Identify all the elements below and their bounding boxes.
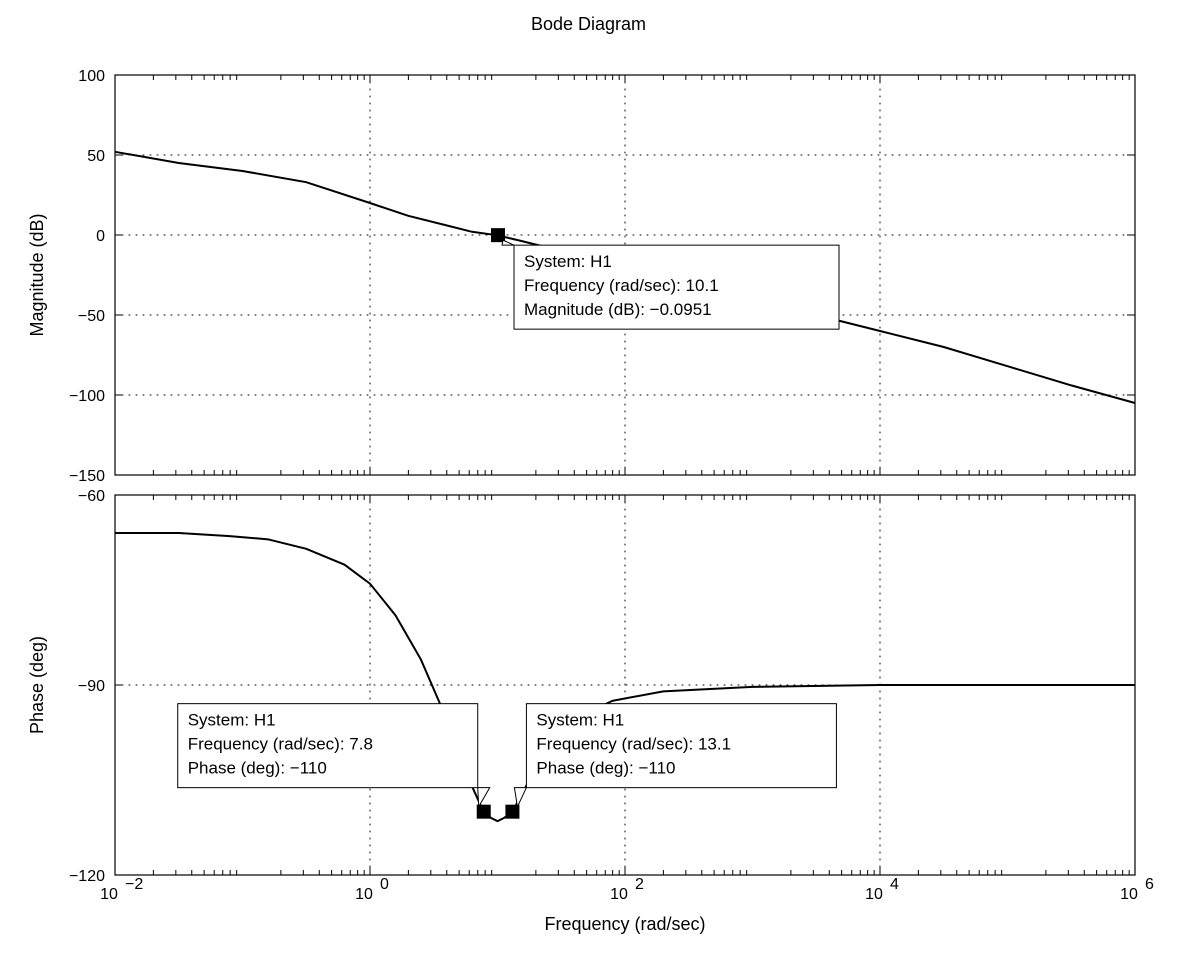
svg-text:−120: −120 (69, 868, 105, 885)
svg-text:−100: −100 (69, 388, 105, 405)
svg-text:4: 4 (890, 876, 899, 893)
svg-text:System: H1: System: H1 (524, 252, 612, 271)
svg-text:−50: −50 (78, 308, 105, 325)
svg-text:10: 10 (355, 886, 373, 903)
svg-text:Frequency (rad/sec): 10.1: Frequency (rad/sec): 10.1 (524, 276, 719, 295)
svg-text:−150: −150 (69, 468, 105, 485)
svg-text:2: 2 (635, 876, 644, 893)
svg-text:System: H1: System: H1 (536, 711, 624, 730)
svg-text:−2: −2 (125, 876, 143, 893)
svg-text:Frequency (rad/sec): 7.8: Frequency (rad/sec): 7.8 (188, 735, 373, 754)
svg-text:Phase (deg): Phase (deg) (27, 636, 47, 734)
svg-text:50: 50 (87, 148, 105, 165)
svg-text:10: 10 (865, 886, 883, 903)
svg-text:Frequency (rad/sec): 13.1: Frequency (rad/sec): 13.1 (536, 735, 731, 754)
svg-text:6: 6 (1145, 876, 1154, 893)
svg-text:Magnitude (dB): −0.0951: Magnitude (dB): −0.0951 (524, 300, 712, 319)
svg-text:System: H1: System: H1 (188, 711, 276, 730)
svg-text:0: 0 (96, 228, 105, 245)
svg-text:100: 100 (78, 68, 105, 85)
svg-text:Bode Diagram: Bode Diagram (531, 14, 646, 34)
bode-diagram-container: Bode Diagram−150−100−50050100Magnitude (… (0, 0, 1177, 964)
svg-text:10: 10 (610, 886, 628, 903)
svg-text:Phase (deg): −110: Phase (deg): −110 (536, 759, 675, 778)
svg-text:10: 10 (1120, 886, 1138, 903)
svg-text:−90: −90 (78, 678, 105, 695)
bode-svg: Bode Diagram−150−100−50050100Magnitude (… (0, 0, 1177, 964)
svg-text:−60: −60 (78, 488, 105, 505)
svg-text:Phase (deg): −110: Phase (deg): −110 (188, 759, 327, 778)
svg-text:10: 10 (100, 886, 118, 903)
svg-text:0: 0 (380, 876, 389, 893)
svg-text:Magnitude (dB): Magnitude (dB) (27, 213, 47, 336)
svg-text:Frequency (rad/sec): Frequency (rad/sec) (544, 914, 705, 934)
